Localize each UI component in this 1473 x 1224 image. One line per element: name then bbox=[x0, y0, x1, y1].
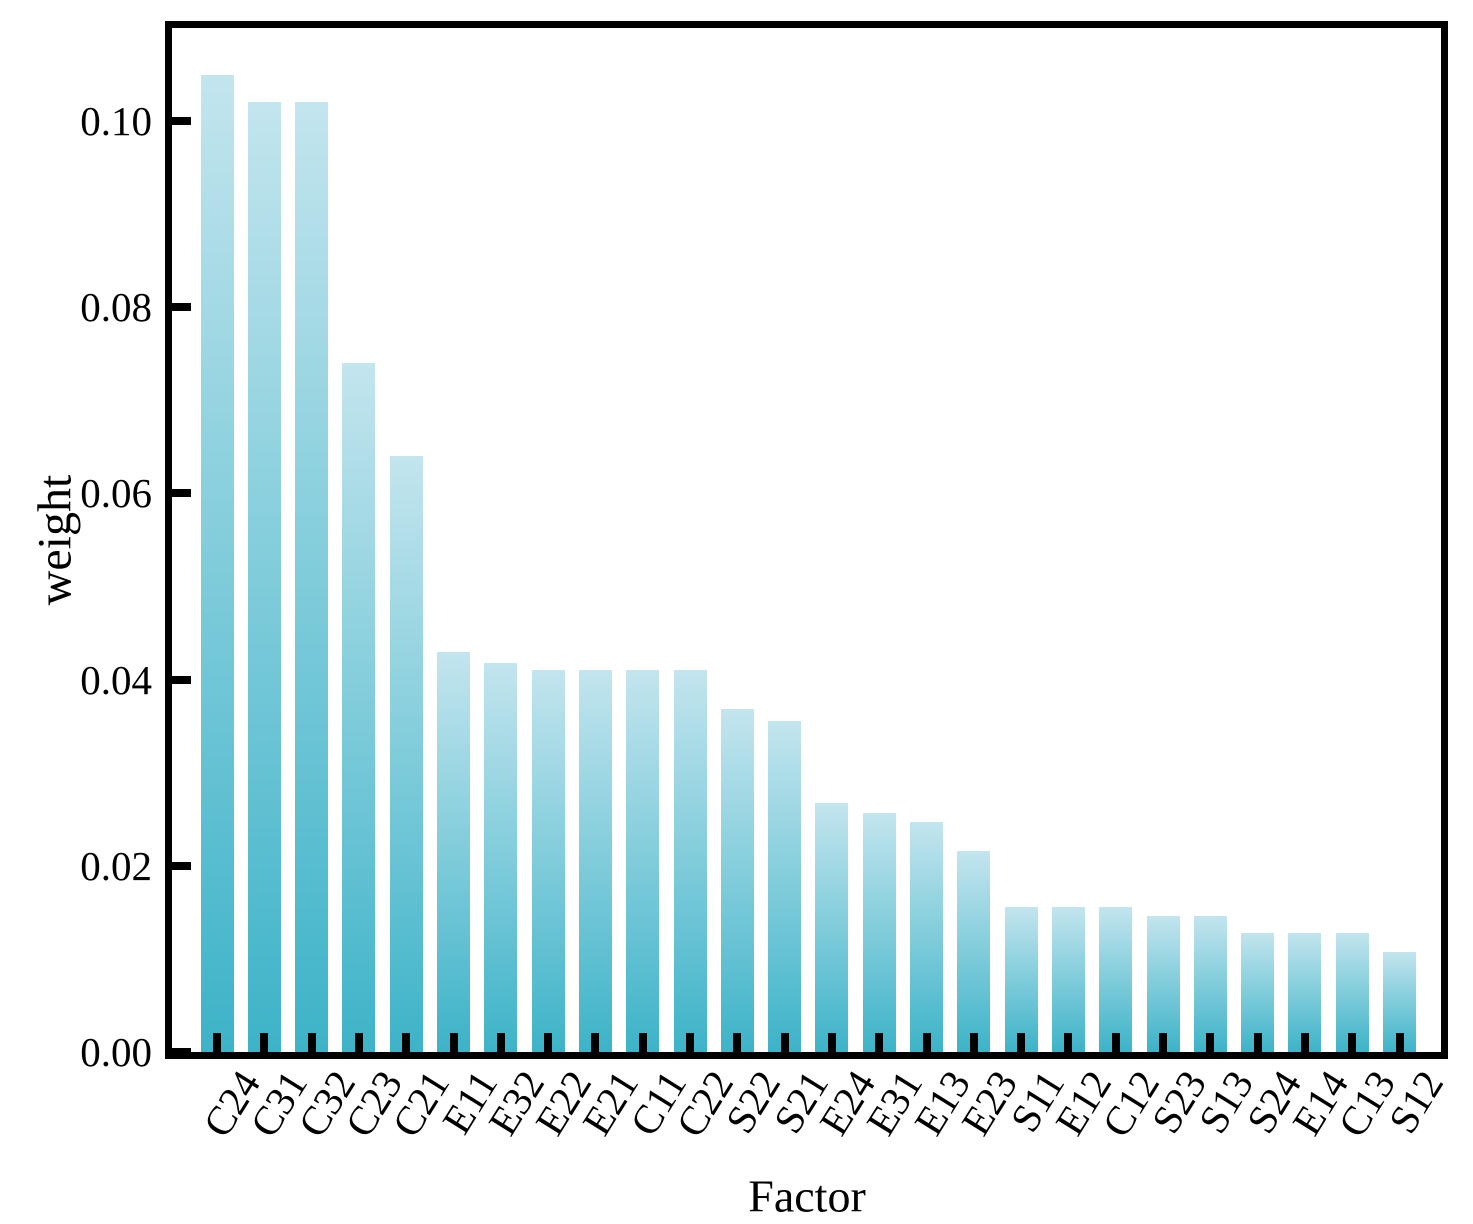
bar-C24 bbox=[200, 74, 234, 1052]
bar-S21 bbox=[768, 720, 802, 1052]
bar-C31 bbox=[247, 102, 281, 1052]
x-axis-tick bbox=[1395, 1033, 1404, 1052]
y-axis-tick bbox=[172, 1048, 191, 1056]
bar-C11 bbox=[626, 670, 660, 1052]
x-axis-tick bbox=[354, 1033, 363, 1052]
bar-E32 bbox=[484, 662, 518, 1052]
bar-E21 bbox=[578, 670, 612, 1052]
y-tick-label-0.00: 0.00 bbox=[80, 1029, 152, 1075]
x-axis-tick bbox=[686, 1033, 694, 1052]
x-axis-tick bbox=[213, 1033, 221, 1052]
x-axis-tick bbox=[969, 1033, 978, 1052]
bar-S11 bbox=[1004, 906, 1038, 1052]
x-axis-tick bbox=[733, 1033, 742, 1052]
bar-E31 bbox=[862, 812, 896, 1052]
x-axis-tick bbox=[827, 1033, 836, 1052]
y-axis-tick bbox=[172, 303, 191, 312]
bar-C12 bbox=[1099, 906, 1133, 1052]
y-tick-label-0.02: 0.02 bbox=[80, 842, 152, 889]
bar-E12 bbox=[1051, 906, 1085, 1052]
x-axis-tick bbox=[875, 1033, 884, 1052]
bar-E23 bbox=[957, 850, 991, 1052]
y-axis-tick bbox=[172, 489, 191, 498]
plot-area bbox=[165, 21, 1448, 1059]
x-axis-tick bbox=[780, 1033, 789, 1052]
bar-S13 bbox=[1193, 916, 1227, 1052]
x-axis-tick bbox=[1159, 1033, 1167, 1052]
x-axis-tick bbox=[1253, 1033, 1262, 1052]
x-axis-tick bbox=[1348, 1033, 1357, 1052]
bar-E13 bbox=[910, 822, 943, 1052]
x-axis-tick bbox=[922, 1033, 931, 1052]
bar-S23 bbox=[1146, 916, 1180, 1052]
bar-C32 bbox=[295, 102, 329, 1052]
x-axis-title: Factor bbox=[748, 1170, 866, 1222]
y-tick-label-0.06: 0.06 bbox=[80, 470, 152, 517]
plot-inner bbox=[172, 28, 1441, 1056]
x-axis-tick bbox=[1206, 1033, 1215, 1052]
bar-E22 bbox=[531, 670, 565, 1052]
bar-C21 bbox=[389, 456, 423, 1052]
bar-C13 bbox=[1335, 932, 1369, 1052]
y-axis-tick bbox=[172, 675, 191, 684]
x-tick-label-S12: S12 bbox=[1378, 1062, 1452, 1141]
x-axis-tick bbox=[260, 1033, 269, 1052]
bar-S24 bbox=[1241, 932, 1275, 1052]
x-axis-tick bbox=[544, 1033, 553, 1052]
y-axis-tick bbox=[172, 117, 191, 126]
x-axis-tick bbox=[1017, 1033, 1026, 1052]
y-tick-label-0.08: 0.08 bbox=[80, 284, 152, 331]
x-axis-tick bbox=[1300, 1033, 1309, 1052]
x-axis-tick bbox=[402, 1033, 411, 1052]
x-axis-tick bbox=[449, 1033, 458, 1052]
x-axis-tick bbox=[1064, 1033, 1073, 1052]
y-tick-label-0.10: 0.10 bbox=[80, 98, 152, 145]
bar-C23 bbox=[342, 363, 376, 1052]
y-tick-label-0.04: 0.04 bbox=[80, 656, 152, 703]
bar-C22 bbox=[673, 670, 707, 1052]
bar-E11 bbox=[437, 651, 470, 1052]
x-axis-tick bbox=[496, 1033, 505, 1052]
y-axis-tick bbox=[172, 861, 191, 870]
bar-E14 bbox=[1288, 932, 1322, 1052]
bar-S22 bbox=[720, 708, 754, 1052]
x-axis-tick bbox=[591, 1033, 600, 1052]
x-axis-tick bbox=[307, 1033, 316, 1052]
bar-E24 bbox=[815, 803, 849, 1052]
x-axis-tick bbox=[638, 1033, 647, 1052]
x-axis-tick bbox=[1111, 1033, 1120, 1052]
